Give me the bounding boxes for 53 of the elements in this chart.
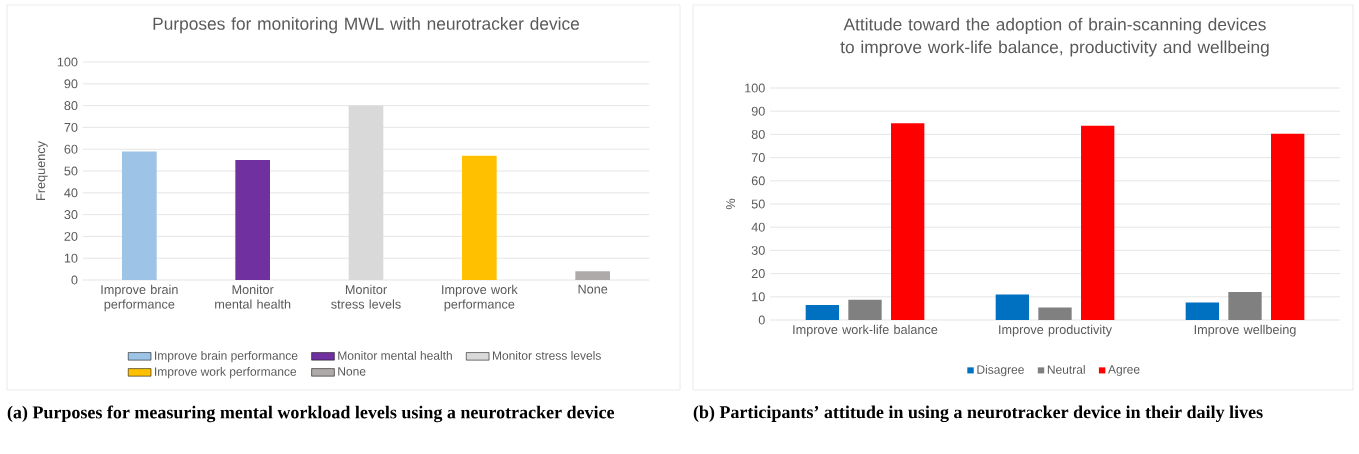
legend-label: None [338, 367, 366, 376]
y-tick-label: 60 [64, 144, 78, 154]
y-tick-label: 0 [758, 315, 765, 325]
y-tick-label: 50 [751, 199, 765, 209]
bar [1081, 125, 1115, 320]
legend-label: Agree [1108, 365, 1140, 376]
x-tick-label: Improve brain performance [101, 284, 178, 312]
legend-label: Improve brain performance [155, 351, 298, 363]
bar [848, 299, 882, 320]
chart-title: Attitude toward the adoption of brain-scanning devices to improve work-life balance, productivity and wellbeing [840, 17, 1269, 57]
bar [805, 304, 840, 320]
y-tick-label: 80 [751, 129, 765, 139]
bar [1228, 291, 1262, 320]
y-tick-label: 100 [745, 83, 765, 93]
y-tick-label: 90 [751, 106, 765, 116]
y-tick-label: 80 [64, 101, 78, 111]
bar [1271, 133, 1305, 320]
y-tick-label: 10 [752, 292, 765, 302]
y-axis-title: % [726, 198, 736, 210]
y-tick-label: 0 [71, 275, 78, 285]
y-tick-label: 20 [751, 269, 765, 279]
legend-label: Monitor mental health [338, 351, 452, 360]
bar [995, 294, 1030, 320]
text: (b) Participants’ attitude in using a neurotracker device in their daily lives [693, 405, 1263, 423]
bar [1038, 307, 1072, 320]
y-tick-label: 10 [64, 253, 78, 263]
x-tick-label: Monitor mental health [215, 284, 291, 309]
y-tick-label: 70 [751, 153, 765, 163]
legend-label: Disagree [977, 365, 1024, 377]
y-tick-label: 90 [64, 79, 78, 89]
bar [1185, 302, 1220, 320]
legend-label: Neutral [1047, 365, 1085, 374]
text: (a) Purposes for measuring mental workload levels using a neurotracker device [7, 405, 615, 423]
legend-label: Improve work performance [155, 367, 297, 379]
y-tick-label: 40 [751, 222, 765, 232]
y-tick-label: 30 [64, 210, 78, 220]
y-axis-title: Frequency [36, 141, 48, 200]
legend-label: Monitor stress levels [492, 351, 601, 360]
x-tick-label: Improve work-life balance [793, 324, 938, 337]
x-tick-label: Improve wellbeing [1194, 324, 1296, 337]
y-tick-label: 100 [57, 57, 78, 67]
chart-title: Purposes for monitoring MWL with neurotracker device [153, 17, 580, 34]
x-tick-label: Improve work performance [442, 284, 518, 312]
y-tick-label: 20 [64, 231, 78, 241]
x-tick-label: Monitor stress levels [331, 284, 401, 309]
y-tick-label: 70 [64, 122, 78, 132]
y-tick-label: 50 [64, 166, 78, 176]
x-tick-label: None [578, 284, 608, 294]
x-tick-label: Improve productivity [999, 324, 1112, 337]
y-tick-label: 60 [751, 176, 765, 186]
bar [891, 123, 925, 320]
y-tick-label: 40 [64, 188, 78, 198]
y-tick-label: 30 [751, 245, 765, 255]
